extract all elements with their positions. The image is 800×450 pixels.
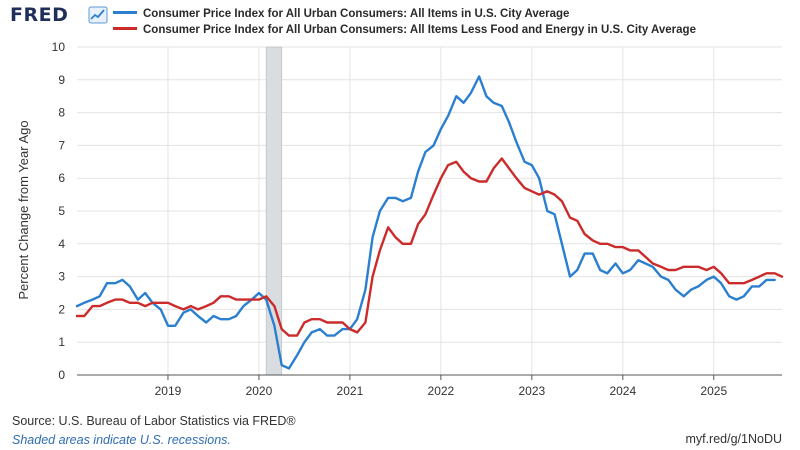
- series-line-all-items[interactable]: [75, 75, 776, 370]
- source-note: Source: U.S. Bureau of Labor Statistics …: [12, 414, 296, 428]
- x-tick-label: 2020: [246, 384, 273, 398]
- chart-gridlines: [77, 46, 782, 376]
- series-line-core[interactable]: [75, 157, 784, 337]
- y-tick-label: 6: [58, 171, 65, 185]
- fred-logo[interactable]: FRED: [10, 4, 69, 26]
- y-tick-label: 5: [58, 204, 65, 218]
- chart-axes: 0 1 2 3 4 5 6 7 8 9 10 2019 2020 2021 2022 2023 2024 2025: [52, 40, 782, 398]
- y-tick-label: 7: [58, 138, 65, 152]
- x-tick-label: 2024: [609, 384, 636, 398]
- legend-item-core[interactable]: Consumer Price Index for All Urban Consu…: [113, 24, 696, 38]
- legend-label-all-items: Consumer Price Index for All Urban Consu…: [143, 8, 570, 20]
- y-axis-title: Percent Change from Year Ago: [16, 120, 31, 299]
- x-tick-label: 2021: [337, 384, 364, 398]
- x-tick-label: 2023: [518, 384, 545, 398]
- x-tick-label: 2022: [428, 384, 455, 398]
- y-tick-label: 1: [58, 335, 65, 349]
- x-tick-label: 2019: [155, 384, 182, 398]
- y-tick-label: 9: [58, 73, 65, 87]
- y-tick-label: 10: [52, 40, 66, 54]
- trend-chart-icon: [88, 6, 108, 24]
- y-tick-label: 0: [58, 368, 65, 382]
- x-tick-label: 2025: [700, 384, 727, 398]
- legend-label-core: Consumer Price Index for All Urban Consu…: [143, 24, 696, 36]
- y-tick-label: 2: [58, 302, 65, 316]
- line-chart: 0 1 2 3 4 5 6 7 8 9 10 2019 2020 2021 2022 2023 2024 2025…: [16, 40, 784, 398]
- legend-swatch-core: [113, 27, 137, 31]
- legend-swatch-all-items: [113, 11, 137, 15]
- y-tick-label: 3: [58, 270, 65, 284]
- short-url-link[interactable]: myf.red/g/1NoDU: [685, 432, 782, 446]
- chart-series: [75, 75, 784, 370]
- legend-item-all-items[interactable]: Consumer Price Index for All Urban Consu…: [113, 8, 569, 22]
- chart-header: FRED Consumer Price Index for All Urban …: [0, 0, 800, 44]
- recession-note: Shaded areas indicate U.S. recessions.: [12, 433, 231, 447]
- y-tick-label: 8: [58, 106, 65, 120]
- y-tick-label: 4: [58, 237, 65, 251]
